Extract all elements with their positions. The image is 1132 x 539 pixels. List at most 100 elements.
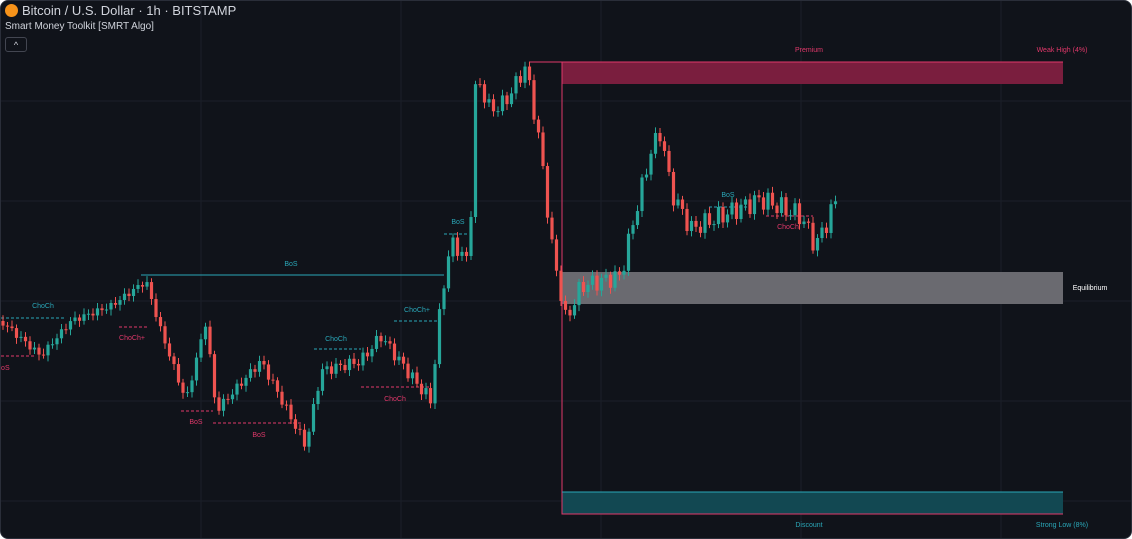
candle-body xyxy=(446,256,451,289)
candle-body xyxy=(289,404,293,420)
candle-body xyxy=(343,364,347,371)
candle-body xyxy=(784,197,788,216)
candle-body xyxy=(640,177,644,212)
candle-body xyxy=(311,404,316,432)
candle-body xyxy=(406,363,410,379)
candle-body xyxy=(266,364,271,380)
candle-body xyxy=(482,84,487,103)
candle-body xyxy=(361,352,365,366)
candle-body xyxy=(820,227,824,239)
candle-body xyxy=(658,132,662,142)
candle-body xyxy=(455,237,460,256)
candle-body xyxy=(199,339,203,358)
equilibrium-zone xyxy=(562,272,1063,304)
candle-body xyxy=(248,369,253,378)
candle-body xyxy=(766,192,770,210)
candle-body xyxy=(572,305,577,316)
candle-body xyxy=(77,317,82,321)
candle-body xyxy=(347,358,352,371)
candle-body xyxy=(541,132,545,167)
candle-body xyxy=(721,206,725,223)
candle-body xyxy=(194,357,199,381)
candle-body xyxy=(172,356,176,365)
premium-label: Premium xyxy=(795,47,823,54)
candle-body xyxy=(716,206,721,225)
candle-body xyxy=(757,195,761,198)
candle-body xyxy=(82,314,86,321)
candle-body xyxy=(743,199,748,205)
candle-body xyxy=(14,328,19,338)
candle-body xyxy=(95,308,100,316)
candle-body xyxy=(649,153,653,175)
candle-body xyxy=(1,321,5,326)
discount-zone xyxy=(562,492,1063,514)
equilibrium-label: Equilibrium xyxy=(1073,285,1108,292)
candle-body xyxy=(203,326,208,340)
candle-body xyxy=(707,213,712,225)
candle-body xyxy=(64,329,68,331)
candle-body xyxy=(748,199,752,215)
collapse-button[interactable]: ^ xyxy=(5,37,27,52)
candle-body xyxy=(703,213,707,233)
candle-body xyxy=(293,419,298,429)
candle-body xyxy=(230,394,235,400)
candle-body xyxy=(217,397,221,411)
candle-body xyxy=(55,338,59,345)
candle-body xyxy=(626,233,631,271)
candle-body xyxy=(208,326,212,355)
candle-body xyxy=(577,281,581,306)
candle-body xyxy=(10,326,14,329)
candle-body xyxy=(680,199,685,209)
candle-body xyxy=(73,317,77,322)
candle-body xyxy=(473,84,478,218)
candle-body xyxy=(167,343,172,357)
candle-body xyxy=(644,174,649,178)
candle-body xyxy=(478,84,482,86)
symbol-title: Bitcoin / U.S. Dollar · 1h · BITSTAMP xyxy=(5,3,236,18)
structure-label: ChoCh+ xyxy=(119,335,145,342)
structure-label: ChoCh xyxy=(777,224,799,231)
structure-label: ChoCh xyxy=(384,396,406,403)
candle-body xyxy=(779,197,784,214)
structure-label: BoS xyxy=(451,219,465,226)
candle-body xyxy=(374,335,379,349)
candle-body xyxy=(100,308,104,311)
candle-body xyxy=(212,354,217,398)
candle-body xyxy=(113,302,118,305)
candle-body xyxy=(325,366,329,370)
candle-body xyxy=(5,325,10,327)
structure-label: BoS xyxy=(721,192,735,199)
candle-body xyxy=(536,119,541,133)
candle-body xyxy=(158,317,163,327)
candle-body xyxy=(262,361,266,365)
candle-body xyxy=(793,203,797,216)
candle-body xyxy=(428,388,433,404)
candle-body xyxy=(338,363,343,365)
candle-body xyxy=(734,202,739,219)
candle-body xyxy=(401,356,406,364)
candle-body xyxy=(127,293,131,297)
candle-body xyxy=(635,211,640,226)
candle-body xyxy=(532,80,536,120)
candle-body xyxy=(235,383,239,395)
candle-body xyxy=(833,201,838,205)
candle-body xyxy=(730,202,734,215)
candle-body xyxy=(91,313,95,316)
symbol: Bitcoin / U.S. Dollar · 1h · BITSTAMP xyxy=(22,3,237,18)
candle-body xyxy=(424,388,428,395)
candle-body xyxy=(118,300,122,305)
candle-body xyxy=(136,285,140,289)
candle-body xyxy=(397,356,401,361)
candle-body xyxy=(365,352,370,357)
candle-body xyxy=(451,237,455,257)
candle-body xyxy=(284,404,289,406)
candle-body xyxy=(226,398,230,400)
candle-body xyxy=(379,335,383,342)
candle-body xyxy=(298,428,302,430)
candle-body xyxy=(712,224,716,226)
candle-body xyxy=(419,383,424,395)
candle-body xyxy=(370,348,374,357)
candle-body xyxy=(662,141,667,151)
candle-body xyxy=(109,302,113,310)
